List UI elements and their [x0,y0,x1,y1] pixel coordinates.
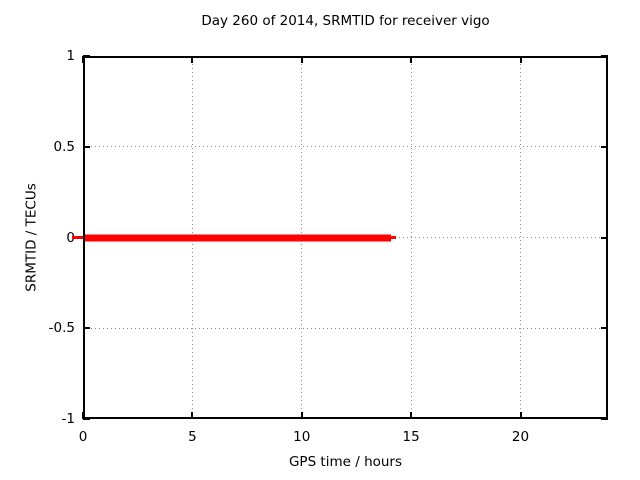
y-tick-label: 0.5 [53,138,75,155]
x-axis-label: GPS time / hours [288,454,403,470]
x-tick-label: 15 [402,429,420,445]
gridline-horizontal [83,146,608,148]
x-tick-top [519,56,522,63]
data-series-line [72,234,397,241]
plot-area [72,55,608,420]
x-tick-label: 20 [511,429,530,445]
y-tick-label: 1 [66,48,75,64]
x-tick-label: 10 [293,429,311,445]
x-tick-top [410,56,413,63]
x-tick-label: 0 [78,429,88,445]
y-tick-right [601,418,608,420]
y-tick-label: 0 [66,229,75,246]
y-tick-right [601,327,608,330]
x-tick-bottom [410,412,413,419]
y-tick-left [83,327,90,330]
y-tick-left [83,55,90,57]
y-tick-right [601,55,608,57]
y-tick-left [83,145,90,148]
x-tick-bottom [519,412,522,419]
x-tick-top [191,56,194,63]
gridline-horizontal [83,327,608,329]
y-tick-right [601,236,608,239]
y-tick-label: -1 [61,411,75,427]
x-tick-bottom [191,412,194,419]
y-tick-right [601,145,608,148]
x-tick-label: 5 [188,429,197,445]
chart-title: Day 260 of 2014, SRMTID for receiver vig… [201,13,490,29]
series-end-cap [391,236,397,239]
x-tick-top [82,56,84,63]
x-tick-top [300,56,303,63]
series-start-cap [72,236,83,239]
x-tick-bottom [300,412,303,419]
y-tick-left [83,418,90,420]
y-tick-label: -0.5 [48,320,75,337]
